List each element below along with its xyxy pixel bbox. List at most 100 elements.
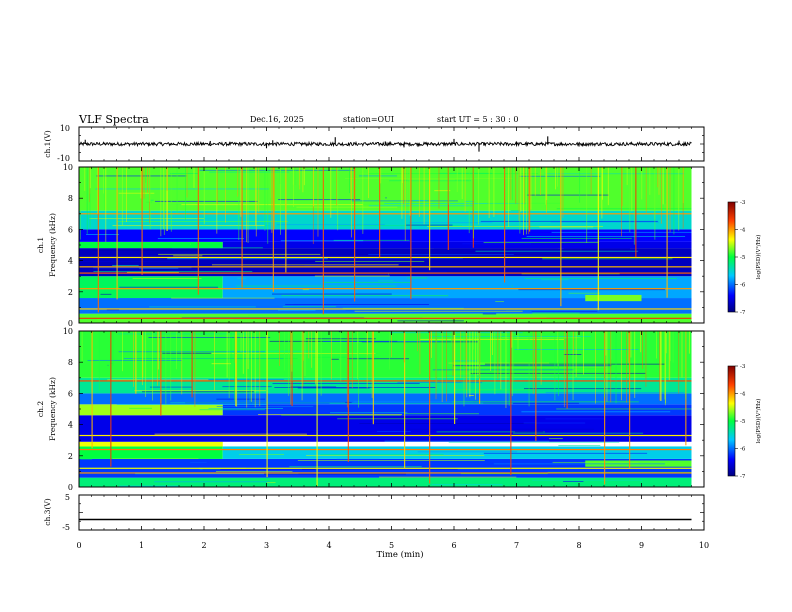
spectrogram-texture — [320, 454, 444, 456]
spectrogram-texture — [86, 234, 120, 235]
sferic-mark — [98, 331, 100, 392]
ch1-wave-tick-top: 10 — [60, 124, 70, 133]
sferic-mark — [629, 167, 631, 233]
spectrogram-texture — [384, 203, 526, 204]
spectrogram-texture — [563, 354, 582, 355]
sferic-mark — [510, 331, 512, 476]
time-axis-tick-labels: 0 1 2 3 4 5 6 7 8 9 10 — [76, 541, 709, 550]
spectrogram-texture — [518, 289, 665, 291]
sferic-mark — [141, 331, 143, 386]
sferic-mark — [635, 167, 637, 258]
sferic-mark — [255, 167, 257, 237]
spectrogram-texture — [119, 485, 180, 487]
sferic-mark — [660, 331, 662, 401]
spectrogram-texture — [422, 317, 547, 318]
spectrogram-texture — [329, 412, 408, 414]
ch2-colorbar-label: log(PSD)(V²/Hz) — [755, 399, 762, 444]
time-tick-label: 1 — [139, 541, 144, 550]
sferic-mark — [649, 167, 651, 195]
spectrogram-texture — [154, 200, 258, 202]
spectrogram-texture — [80, 458, 93, 460]
sferic-mark — [259, 331, 261, 407]
spectrogram-band — [79, 441, 223, 447]
sferic-mark — [234, 331, 235, 402]
sferic-mark — [311, 331, 313, 368]
sferic-mark — [380, 167, 382, 184]
sferic-mark — [193, 167, 195, 188]
ch1-colorbar-ticks: -3 -4 -5 -6 -7 — [735, 200, 746, 316]
sferic-mark — [456, 167, 458, 192]
sferic-mark — [86, 167, 88, 234]
spectrogram-texture — [306, 454, 485, 456]
spectrogram-texture — [154, 481, 271, 483]
sferic-mark — [285, 167, 287, 273]
spectrogram-texture — [556, 408, 692, 410]
spectrogram-texture — [359, 423, 537, 425]
ch2-colorbar-ticks: -3 -4 -5 -6 -7 — [735, 364, 746, 480]
sferic-mark — [666, 167, 668, 298]
sferic-mark — [84, 167, 86, 191]
sferic-mark — [431, 331, 432, 348]
spectrogram-texture — [385, 197, 387, 199]
sferic-mark — [631, 167, 633, 212]
spectrogram-texture — [302, 413, 412, 414]
sferic-mark — [141, 167, 143, 199]
sferic-mark — [669, 331, 671, 381]
sferic-mark — [664, 331, 666, 406]
ch1-frequency-tick-labels: 0 2 4 6 8 10 — [63, 163, 73, 328]
spectrogram-texture — [404, 413, 479, 415]
spectrogram-texture — [368, 205, 473, 207]
spectrogram-texture — [368, 254, 514, 255]
sferic-mark — [610, 331, 612, 403]
spectrogram-texture — [112, 265, 139, 266]
spectrogram-texture — [432, 369, 574, 371]
narrowband-line — [79, 308, 692, 310]
spectrogram-band — [79, 393, 692, 405]
sferic-mark — [603, 331, 605, 378]
sferic-mark — [331, 331, 332, 380]
spectrogram-texture — [541, 279, 569, 281]
sferic-mark — [140, 167, 142, 199]
spectrogram-texture — [419, 227, 490, 229]
colorbar-tick-label: -5 — [740, 419, 746, 425]
colorbar-tick-label: -7 — [740, 310, 746, 316]
spectrogram-texture — [211, 363, 231, 365]
spectrogram-texture — [272, 293, 392, 295]
sferic-mark — [166, 167, 168, 191]
frequency-tick-label: 6 — [68, 225, 73, 234]
sferic-mark — [97, 167, 99, 313]
sferic-mark — [475, 331, 476, 400]
sferic-mark — [401, 167, 403, 219]
sferic-mark — [301, 331, 303, 401]
spectrogram-texture — [129, 407, 152, 409]
spectrogram-texture — [526, 236, 686, 238]
time-tick-label: 6 — [451, 541, 456, 550]
narrowband-line — [79, 467, 692, 469]
spectrogram-texture — [526, 194, 609, 196]
spectrogram-texture — [406, 428, 595, 430]
narrowband-line — [79, 256, 692, 259]
time-tick-label: 3 — [264, 541, 269, 550]
spectrogram-texture — [379, 476, 517, 478]
sferic-mark — [270, 167, 272, 198]
sferic-mark — [519, 167, 521, 234]
ch1-colorbar-scale — [727, 201, 736, 313]
spectrogram-texture — [511, 285, 513, 287]
spectrogram-texture — [158, 253, 321, 255]
sferic-mark — [379, 167, 381, 258]
sferic-mark — [181, 331, 183, 395]
sferic-mark — [283, 331, 285, 371]
spectrogram-texture — [562, 481, 584, 482]
sferic-mark — [500, 331, 502, 390]
narrowband-line — [79, 472, 692, 474]
sferic-mark — [523, 167, 524, 236]
spectrogram-texture — [170, 402, 346, 404]
spectrogram-texture — [434, 190, 451, 192]
sferic-mark — [510, 167, 512, 200]
sferic-mark — [89, 167, 91, 228]
sferic-mark — [288, 331, 290, 396]
sferic-mark — [505, 331, 507, 375]
colorbar-tick-label: -4 — [740, 228, 746, 234]
sferic-mark — [152, 331, 153, 401]
sferic-mark — [602, 167, 603, 200]
